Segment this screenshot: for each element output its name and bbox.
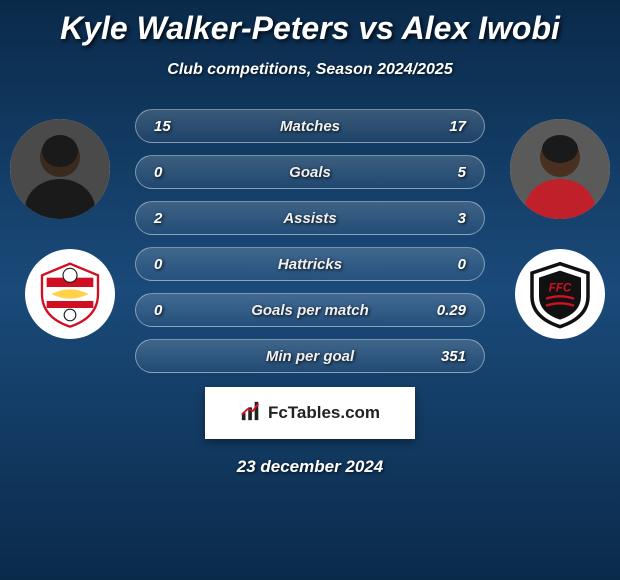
- stat-right-value: 3: [416, 210, 466, 227]
- stat-row-goals-per-match: 0 Goals per match 0.29: [135, 293, 485, 327]
- stat-row-matches: 15 Matches 17: [135, 109, 485, 143]
- stats-area: FFC 15 Matches 17 0 Goals 5 2 Assists 3 …: [0, 109, 620, 379]
- stat-label: Goals: [204, 164, 416, 181]
- stat-right-value: 5: [416, 164, 466, 181]
- stat-left-value: 0: [154, 302, 204, 319]
- club-left-badge: [25, 249, 115, 339]
- stat-row-goals: 0 Goals 5: [135, 155, 485, 189]
- stat-right-value: 0.29: [416, 302, 466, 319]
- stat-label: Min per goal: [204, 348, 416, 365]
- stat-label: Goals per match: [204, 302, 416, 319]
- stat-label: Hattricks: [204, 256, 416, 273]
- stat-rows: 15 Matches 17 0 Goals 5 2 Assists 3 0 Ha…: [135, 109, 485, 385]
- stat-row-hattricks: 0 Hattricks 0: [135, 247, 485, 281]
- stat-row-min-per-goal: Min per goal 351: [135, 339, 485, 373]
- stat-right-value: 0: [416, 256, 466, 273]
- page-title: Kyle Walker-Peters vs Alex Iwobi: [0, 0, 620, 47]
- stat-left-value: 0: [154, 164, 204, 181]
- chart-icon: [240, 400, 262, 427]
- stat-left-value: 2: [154, 210, 204, 227]
- branding-text: FcTables.com: [268, 403, 380, 423]
- stat-label: Matches: [204, 118, 416, 135]
- club-right-badge: FFC: [515, 249, 605, 339]
- branding-box: FcTables.com: [205, 387, 415, 439]
- stat-right-value: 351: [416, 348, 466, 365]
- stat-right-value: 17: [416, 118, 466, 135]
- stat-label: Assists: [204, 210, 416, 227]
- date-text: 23 december 2024: [0, 457, 620, 477]
- stat-row-assists: 2 Assists 3: [135, 201, 485, 235]
- subtitle: Club competitions, Season 2024/2025: [0, 61, 620, 79]
- stat-left-value: 0: [154, 256, 204, 273]
- stat-left-value: 15: [154, 118, 204, 135]
- player-right-avatar: [510, 119, 610, 219]
- svg-text:FFC: FFC: [549, 282, 572, 295]
- player-left-avatar: [10, 119, 110, 219]
